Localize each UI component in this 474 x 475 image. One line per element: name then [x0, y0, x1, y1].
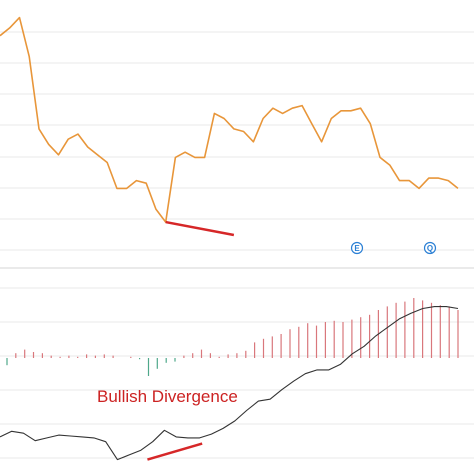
indicator-panel-grid	[0, 287, 474, 459]
price-series	[0, 16, 459, 223]
indicator-series	[0, 306, 459, 461]
dividend-badge-glyph: Q	[427, 244, 433, 253]
divergence-segment	[165, 220, 235, 237]
indicator-divergence-line	[147, 442, 203, 461]
dividend-badge[interactable]: Q	[423, 241, 437, 255]
price-panel-grid	[0, 31, 474, 251]
divergence-segment	[147, 442, 203, 461]
earnings-badge-glyph: E	[354, 244, 360, 253]
earnings-badge[interactable]: E	[350, 241, 364, 255]
earnings-badge-circle	[350, 241, 364, 255]
indicator-line	[0, 306, 459, 461]
price-divergence-line	[165, 220, 235, 237]
price-line	[0, 16, 459, 223]
bullish-divergence-label: Bullish Divergence	[97, 387, 238, 406]
dividend-badge-circle	[423, 241, 437, 255]
histogram-bars	[6, 298, 459, 376]
